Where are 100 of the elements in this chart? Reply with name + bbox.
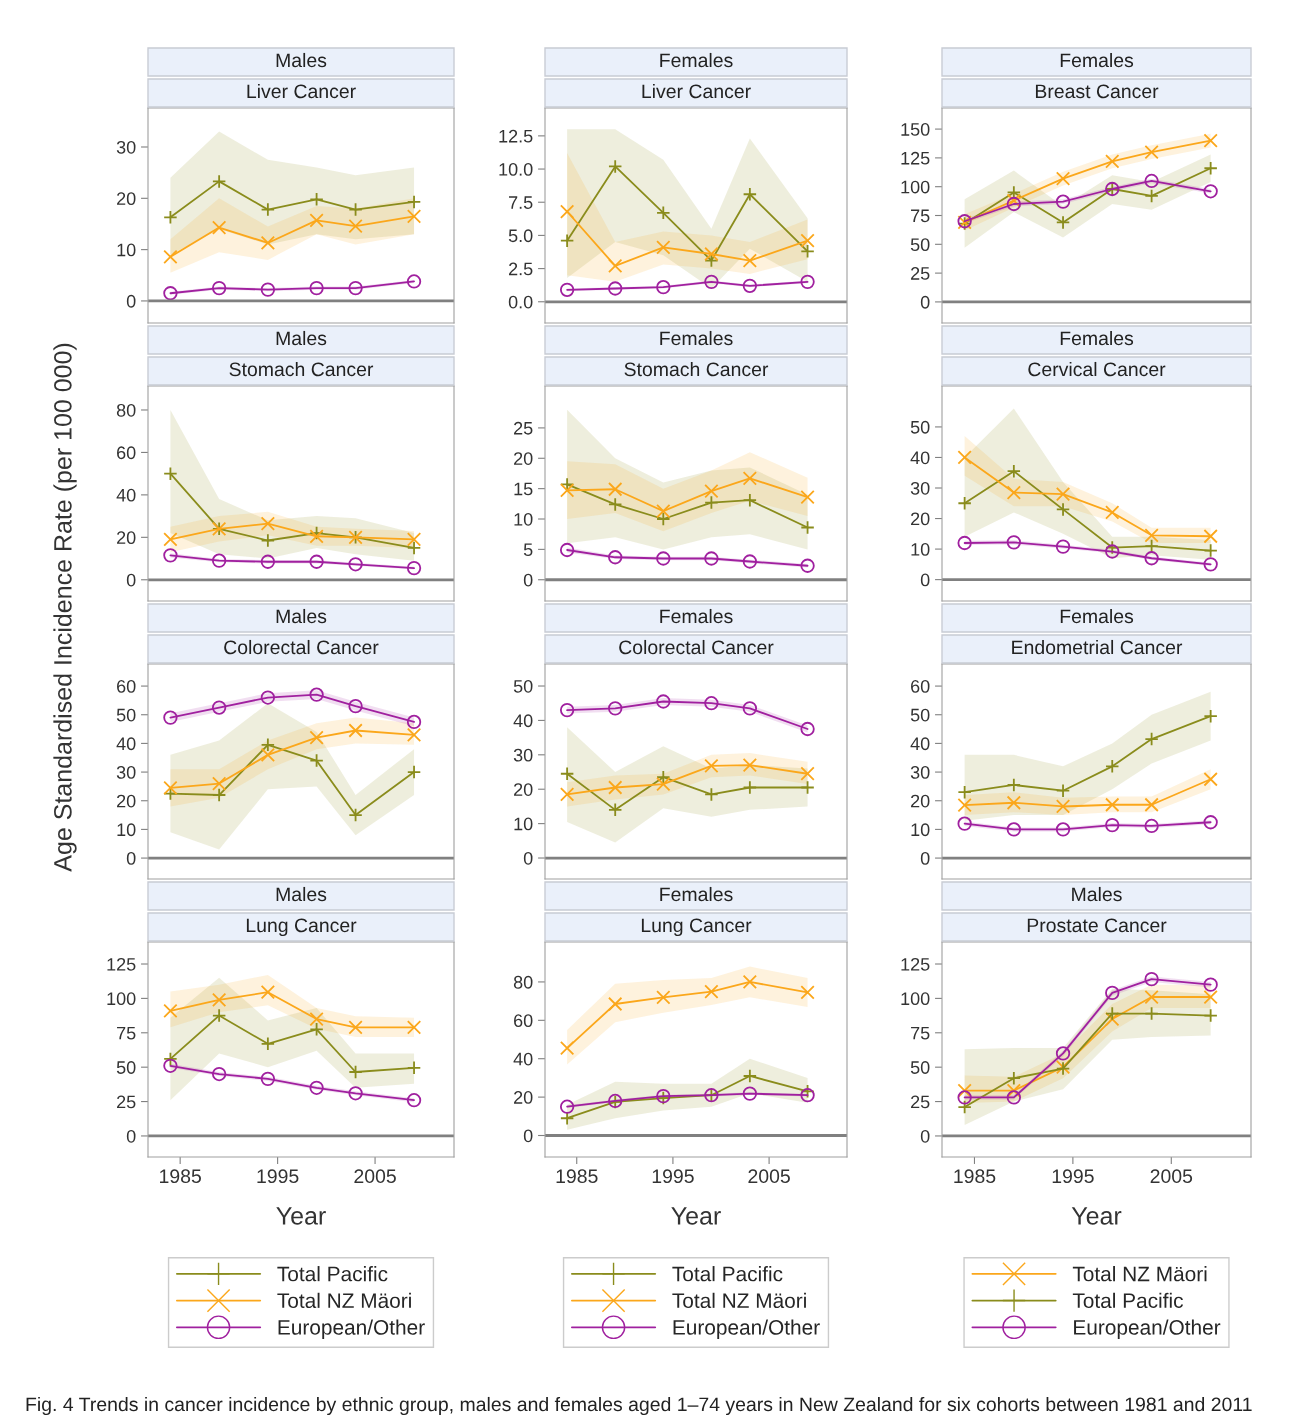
- point: [1105, 154, 1120, 169]
- y-tick-label: 25: [911, 1095, 930, 1109]
- y-tick-label: 12.5: [499, 129, 533, 143]
- point: [406, 727, 422, 742]
- point: [704, 495, 719, 510]
- point: [704, 696, 719, 711]
- y-tick-label: 0: [920, 573, 930, 587]
- point: [348, 723, 363, 738]
- point: [260, 235, 276, 251]
- chart-subtitle: Endometrial Cancer: [1012, 639, 1183, 655]
- y-tick-label: 10: [514, 817, 533, 831]
- x-tick-label: 1985: [160, 1169, 201, 1184]
- point: [957, 1099, 972, 1115]
- chart-subtitle: Cervical Cancer: [1028, 361, 1166, 377]
- point: [608, 550, 623, 565]
- point: [656, 503, 671, 519]
- y-tick-label: 30: [513, 748, 533, 762]
- point: [800, 274, 815, 290]
- point: [260, 554, 276, 569]
- point: [309, 192, 324, 207]
- point: [211, 787, 227, 803]
- point: [656, 240, 671, 255]
- point: [656, 511, 671, 527]
- point: [742, 253, 758, 268]
- point: [559, 542, 575, 558]
- point: [742, 780, 758, 795]
- point: [742, 187, 758, 202]
- y-tick-label: 40: [513, 1052, 533, 1066]
- y-tick-label: 10: [117, 823, 136, 837]
- y-tick-label: 0: [920, 295, 930, 309]
- legend-label: European/Other: [278, 1319, 425, 1339]
- point: [1105, 985, 1120, 1001]
- point: [1006, 822, 1021, 837]
- point: [1055, 783, 1071, 798]
- point: [406, 274, 422, 289]
- point: [1055, 539, 1071, 554]
- y-tick-label: 0: [920, 1129, 930, 1143]
- point: [559, 233, 575, 248]
- point: [1203, 772, 1218, 787]
- point: [406, 209, 422, 224]
- point: [704, 483, 719, 499]
- point: [211, 280, 227, 296]
- point: [260, 202, 276, 217]
- y-tick-label: 20: [117, 192, 136, 206]
- x-tick-label: 2005: [354, 1169, 396, 1184]
- point: [1144, 528, 1159, 543]
- point: [800, 558, 815, 573]
- y-tick-label: 60: [117, 446, 136, 460]
- y-tick-label: 80: [116, 403, 136, 417]
- y-tick-label: 0: [126, 573, 136, 587]
- point: [1055, 171, 1071, 186]
- point: [1144, 989, 1159, 1005]
- y-tick-label: 40: [910, 451, 930, 465]
- point: [656, 776, 671, 792]
- point: [260, 737, 276, 752]
- point: [163, 249, 178, 264]
- chart-subtitle: Prostate Cancer: [1027, 918, 1167, 933]
- point: [559, 766, 575, 781]
- y-tick-label: 100: [107, 992, 136, 1006]
- chart-title: Females: [660, 52, 733, 68]
- point: [957, 535, 972, 551]
- y-tick-label: 25: [117, 1095, 136, 1109]
- point: [608, 701, 623, 716]
- chart-subtitle: Lung Cancer: [246, 918, 357, 937]
- point: [800, 233, 815, 248]
- point: [211, 1008, 227, 1023]
- point: [1055, 215, 1071, 230]
- y-tick-label: 25: [514, 421, 533, 435]
- y-tick-label: 20: [514, 452, 533, 465]
- point: [348, 1020, 363, 1035]
- chart-subtitle: Stomach Cancer: [229, 361, 374, 377]
- legend-label: European/Other: [1074, 1319, 1221, 1339]
- y-tick-label: 20: [514, 783, 533, 796]
- point: [800, 1088, 815, 1103]
- y-tick-label: 20: [117, 794, 136, 808]
- point: [1006, 464, 1021, 479]
- point: [1006, 777, 1021, 793]
- point: [163, 548, 178, 563]
- point: [1203, 557, 1218, 572]
- point: [1006, 1071, 1021, 1086]
- y-tick-label: 100: [901, 992, 930, 1006]
- point: [559, 787, 575, 802]
- point: [406, 1020, 422, 1035]
- point: [348, 202, 363, 217]
- point: [1144, 971, 1159, 987]
- point: [309, 280, 324, 296]
- point: [608, 780, 623, 795]
- chart-subtitle: Liver Cancer: [642, 83, 751, 99]
- point: [309, 730, 324, 745]
- point: [309, 687, 324, 702]
- point: [260, 516, 276, 531]
- y-tick-label: 80: [513, 975, 533, 989]
- y-axis-title: Age Standardised Incidence Rate (per 100 000): [53, 343, 77, 872]
- point: [1203, 543, 1218, 558]
- chart-title: Males: [276, 330, 327, 346]
- point: [1055, 799, 1071, 814]
- point: [957, 496, 972, 511]
- point: [742, 278, 758, 293]
- point: [559, 1099, 575, 1114]
- y-tick-label: 100: [901, 180, 930, 194]
